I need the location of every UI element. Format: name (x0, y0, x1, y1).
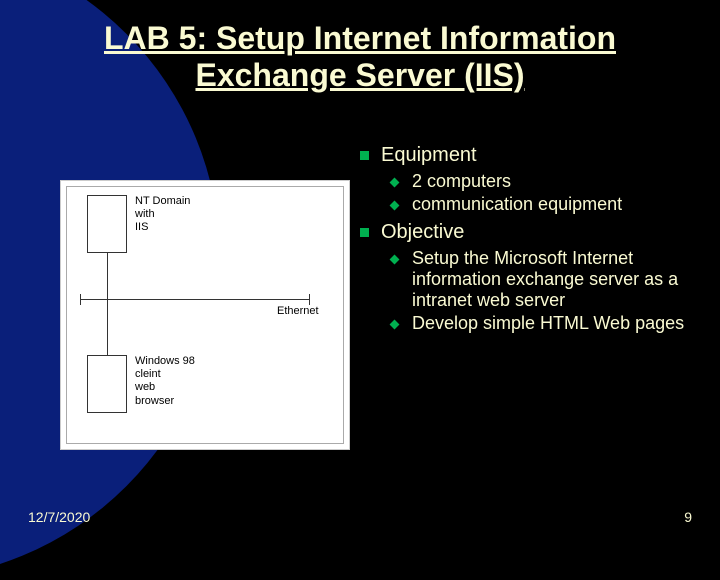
client-label-line4: browser (135, 395, 174, 407)
ethernet-line (80, 299, 310, 300)
client-box (87, 355, 127, 413)
footer-date: 12/7/2020 (28, 509, 90, 525)
list-item: Setup the Microsoft Internet information… (390, 248, 695, 311)
eth-terminator-left (80, 294, 81, 305)
title-line-2: Exchange Server (IIS) (195, 57, 524, 93)
square-bullet-icon (360, 228, 369, 237)
footer-page-number: 9 (684, 509, 692, 525)
server-label-line3: IIS (135, 221, 148, 233)
client-label-line3: web (135, 381, 155, 393)
equipment-heading: Equipment (381, 144, 477, 167)
list-item: communication equipment (390, 194, 695, 215)
objective-heading-row: Objective (360, 221, 695, 244)
server-box (87, 195, 127, 253)
eth-terminator-right (309, 294, 310, 305)
list-item: Develop simple HTML Web pages (390, 313, 695, 334)
line-server-to-eth (107, 253, 108, 299)
client-label-line2: cleint (135, 368, 161, 380)
title-line-1: LAB 5: Setup Internet Information (104, 20, 616, 56)
diamond-bullet-icon (390, 320, 400, 330)
client-label-line1: Windows 98 (135, 355, 195, 367)
objective-item-2: Develop simple HTML Web pages (412, 313, 684, 334)
page-title: LAB 5: Setup Internet Information Exchan… (25, 20, 695, 94)
server-label-line1: NT Domain (135, 195, 190, 207)
diagram-inner: NT Domain with IIS Ethernet Windows 98 c… (66, 186, 344, 444)
objective-heading: Objective (381, 221, 464, 244)
network-diagram: NT Domain with IIS Ethernet Windows 98 c… (60, 180, 350, 450)
line-eth-to-client (107, 299, 108, 355)
diamond-bullet-icon (390, 201, 400, 211)
equipment-item-2: communication equipment (412, 194, 622, 215)
server-label: NT Domain with IIS (135, 195, 190, 235)
diamond-bullet-icon (390, 178, 400, 188)
ethernet-label: Ethernet (277, 305, 319, 318)
list-item: 2 computers (390, 171, 695, 192)
square-bullet-icon (360, 151, 369, 160)
server-label-line2: with (135, 208, 155, 220)
content-area: Equipment 2 computers communication equi… (360, 140, 695, 336)
client-label: Windows 98 cleint web browser (135, 355, 195, 408)
equipment-item-1: 2 computers (412, 171, 511, 192)
objective-item-1: Setup the Microsoft Internet information… (412, 248, 695, 311)
diamond-bullet-icon (390, 255, 400, 265)
equipment-heading-row: Equipment (360, 144, 695, 167)
